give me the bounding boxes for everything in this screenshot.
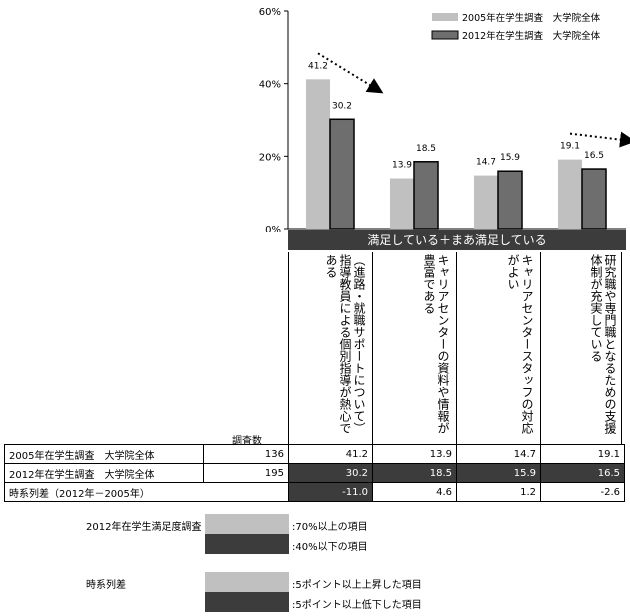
bar (581, 168, 607, 230)
data-label: 18.5 (416, 144, 436, 154)
bar (390, 178, 414, 229)
bar (329, 118, 355, 230)
legend-label: 2005年在学生調査 大学院全体 (462, 12, 601, 24)
row-label-2012: 2012年在学生調査 大学院全体 (4, 463, 204, 483)
bar (497, 170, 523, 230)
bar (474, 175, 498, 229)
row-label-diff: 時系列差（2012年－2005年） (4, 482, 289, 502)
table-row-diff: 時系列差（2012年－2005年） -11.0 4.6 1.2 -2.6 (4, 482, 625, 502)
key-swatch-rise (205, 572, 289, 592)
legend-swatch (432, 13, 458, 21)
data-label: 30.2 (332, 101, 352, 111)
table-row-2005: 2005年在学生調査 大学院全体 136 41.2 13.9 14.7 19.1 (4, 444, 625, 464)
trend-arrow (317, 52, 384, 94)
category-label-1: （進路・就職サポートについて）指導教員による個別指導が熱心である (288, 252, 370, 444)
cell-2005-2: 13.9 (372, 444, 457, 464)
bar (413, 161, 439, 230)
cell-2012-1: 30.2 (288, 463, 373, 483)
bar-chart: 0% 20% 40% 60% 41.2 30.2 13.9 18.5 14.7 15.9 19.1 1… (259, 7, 630, 232)
key-swatch-high (205, 514, 289, 534)
key-fall-label: :5ポイント以上低下した項目 (292, 600, 422, 611)
key-rise-label: :5ポイント以上上昇した項目 (292, 580, 422, 591)
y-tick-label: 0% (265, 225, 281, 232)
key-swatch-low (205, 534, 289, 554)
cell-diff-4: -2.6 (540, 482, 625, 502)
category-label-3: キャリアセンタースタッフの対応がよい (456, 252, 538, 444)
banner-satisfied: 満足している＋まあ満足している (288, 230, 626, 250)
row-label-2005: 2005年在学生調査 大学院全体 (4, 444, 204, 464)
row-count-2012: 195 (203, 463, 289, 483)
key-high-label: :70%以上の項目 (292, 522, 368, 533)
cell-diff-1: -11.0 (288, 482, 373, 502)
data-label: 13.9 (392, 160, 412, 170)
key-satisfaction-title: 2012年在学生満足度調査 (86, 522, 202, 533)
bar (306, 79, 330, 229)
table-row-2012: 2012年在学生調査 大学院全体 195 30.2 18.5 15.9 16.5 (4, 463, 625, 483)
data-label: 15.9 (500, 153, 520, 163)
category-label-4: 研究職や専門職となるための支援体制が充実している (540, 252, 622, 444)
cell-diff-2: 4.6 (372, 482, 457, 502)
cell-2005-4: 19.1 (540, 444, 625, 464)
row-count-2005: 136 (203, 444, 289, 464)
y-tick-label: 40% (259, 80, 281, 91)
cell-2012-3: 15.9 (456, 463, 541, 483)
data-label: 41.2 (308, 61, 328, 71)
data-label: 14.7 (476, 158, 496, 168)
cell-2012-4: 16.5 (540, 463, 625, 483)
key-low-label: :40%以下の項目 (292, 542, 368, 553)
count-header: 調査数 (232, 436, 262, 447)
key-swatch-fall (205, 592, 289, 612)
data-table: 2005年在学生調査 大学院全体 136 41.2 13.9 14.7 19.1… (4, 444, 625, 502)
cell-2012-2: 18.5 (372, 463, 457, 483)
cell-2005-3: 14.7 (456, 444, 541, 464)
data-label: 16.5 (584, 151, 604, 161)
trend-arrow (569, 131, 630, 148)
bar (558, 159, 582, 229)
y-tick-label: 60% (259, 7, 281, 18)
y-tick-label: 20% (259, 152, 281, 163)
cell-2005-1: 41.2 (288, 444, 373, 464)
legend-label: 2012年在学生調査 大学院全体 (462, 30, 601, 42)
legend-swatch (431, 30, 459, 40)
key-diff-title: 時系列差 (86, 580, 126, 591)
data-label: 19.1 (560, 142, 580, 152)
category-label-2: キャリアセンターの資料や情報が豊富である (372, 252, 454, 444)
cell-diff-3: 1.2 (456, 482, 541, 502)
